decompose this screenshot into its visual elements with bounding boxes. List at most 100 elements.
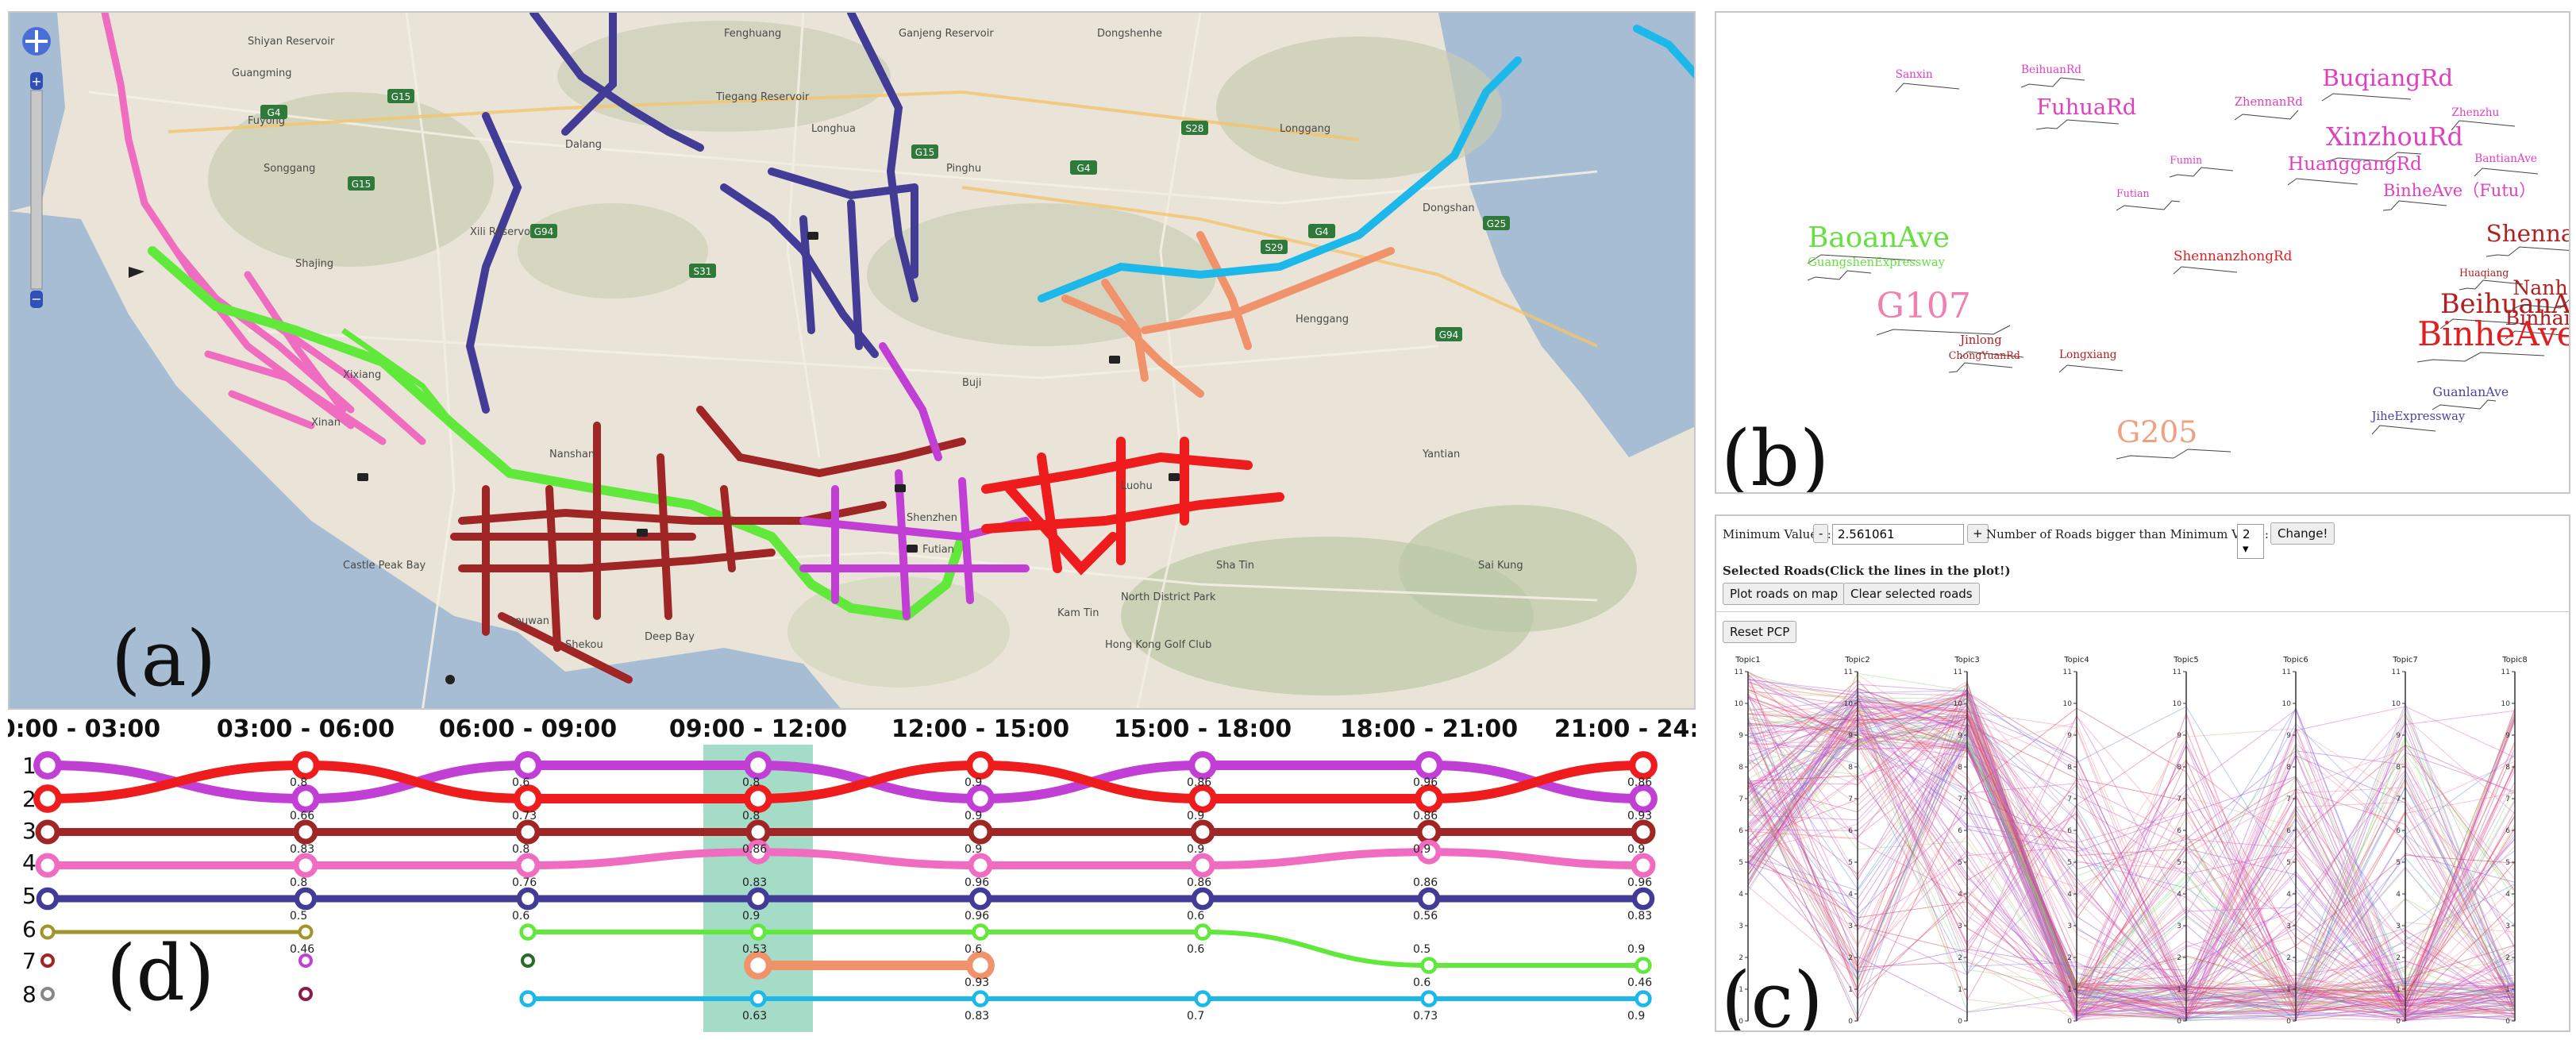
pcp-polyline[interactable]: [1747, 732, 2516, 1012]
pcp-polyline[interactable]: [1747, 717, 2516, 1019]
topic-node[interactable]: [1417, 887, 1441, 911]
pcp-polyline[interactable]: [1747, 684, 2516, 1021]
pcp-polyline[interactable]: [1747, 673, 2516, 1021]
topic-node[interactable]: [33, 751, 62, 780]
topic-node[interactable]: [966, 951, 995, 980]
topic-node[interactable]: [515, 819, 541, 845]
topic-node[interactable]: [1631, 853, 1656, 878]
topic-node[interactable]: [33, 784, 62, 813]
pcp-polyline[interactable]: [1747, 722, 2516, 1014]
topic-node[interactable]: [35, 819, 60, 845]
pcp-polyline[interactable]: [1747, 688, 2516, 996]
topic-node[interactable]: [519, 990, 537, 1007]
pcp-polyline[interactable]: [1747, 734, 2516, 948]
pcp-polyline[interactable]: [1747, 727, 2516, 992]
pcp-polyline[interactable]: [1747, 708, 2516, 1008]
pcp-polyline[interactable]: [1747, 704, 2516, 1019]
pcp-polyline[interactable]: [1747, 723, 2516, 1002]
topic-node[interactable]: [293, 819, 318, 845]
pcp-polyline[interactable]: [1747, 719, 2516, 997]
pcp-polyline[interactable]: [1747, 700, 2516, 1020]
pcp-polyline[interactable]: [1747, 722, 2516, 1011]
pcp-polyline[interactable]: [1747, 690, 2516, 1018]
pcp-polyline[interactable]: [1747, 718, 2516, 1016]
pcp-polyline[interactable]: [1747, 681, 2516, 1011]
pcp-polyline[interactable]: [1747, 723, 2516, 1007]
topic-node[interactable]: [1635, 990, 1652, 1007]
pcp-polyline[interactable]: [1747, 716, 2516, 1013]
pcp-polyline[interactable]: [1747, 718, 2516, 998]
pcp-polyline[interactable]: [1747, 703, 2516, 1019]
topic-node[interactable]: [1188, 784, 1217, 813]
pcp-polyline[interactable]: [1747, 701, 2516, 1007]
pcp-polyline[interactable]: [1747, 683, 2516, 1019]
topic-node[interactable]: [968, 887, 992, 911]
pcp-polyline[interactable]: [1747, 680, 2516, 1020]
pcp-polyline[interactable]: [1747, 695, 2516, 998]
pcp-polyline[interactable]: [1747, 709, 2516, 1021]
pcp-polyline[interactable]: [1747, 706, 2516, 1022]
pcp-polyline[interactable]: [1747, 688, 2516, 1005]
pcp-polyline[interactable]: [1747, 705, 2516, 999]
pcp-polyline[interactable]: [1747, 736, 2516, 976]
pcp-polyline[interactable]: [1747, 691, 2516, 1018]
topic-node[interactable]: [36, 887, 60, 911]
topic-node[interactable]: [749, 990, 767, 1007]
pcp-polyline[interactable]: [1747, 705, 2516, 1021]
pcp-polyline[interactable]: [1747, 742, 2516, 1017]
topic-node[interactable]: [972, 923, 989, 941]
pcp-polyline[interactable]: [1747, 692, 2516, 1011]
topic-node[interactable]: [514, 784, 542, 813]
pcp-polyline[interactable]: [1747, 709, 2516, 1011]
topic-node[interactable]: [745, 819, 771, 845]
topic-node[interactable]: [521, 953, 535, 968]
topic-node[interactable]: [1194, 923, 1211, 941]
pcp-polyline[interactable]: [1747, 721, 2516, 1011]
pcp-polyline[interactable]: [1747, 708, 2516, 1022]
pcp-polyline[interactable]: [1747, 700, 2516, 1018]
pcp-polyline[interactable]: [1747, 739, 2516, 1019]
pcp-polyline[interactable]: [1747, 712, 2516, 1020]
pcp-polyline[interactable]: [1747, 673, 2516, 1003]
pcp-polyline[interactable]: [1747, 703, 2516, 1015]
pcp-polyline[interactable]: [1747, 718, 2516, 1020]
topic-story-line[interactable]: [44, 848, 1647, 869]
pcp-polyline[interactable]: [1747, 707, 2516, 1019]
pcp-polyline[interactable]: [1747, 707, 2516, 1021]
topic-node[interactable]: [514, 751, 542, 780]
pcp-polyline[interactable]: [1747, 718, 2516, 1022]
pcp-polyline[interactable]: [1747, 695, 2516, 992]
topic-node[interactable]: [298, 953, 313, 968]
pcp-polyline[interactable]: [1747, 691, 2516, 994]
topic-node[interactable]: [1631, 887, 1655, 911]
pcp-polyline[interactable]: [1747, 684, 2516, 1015]
pcp-polyline[interactable]: [1747, 861, 2516, 1002]
pcp-polyline[interactable]: [1747, 671, 2516, 1003]
topic-node[interactable]: [749, 923, 767, 941]
topic-node[interactable]: [291, 784, 320, 813]
topic-node[interactable]: [291, 751, 320, 780]
topic-node[interactable]: [515, 853, 541, 878]
pcp-polyline[interactable]: [1747, 732, 2516, 986]
pcp-polyline[interactable]: [1747, 717, 2516, 1019]
pcp-polyline[interactable]: [1747, 795, 2516, 1012]
change-button[interactable]: Change!: [2270, 522, 2335, 545]
pcp-polyline[interactable]: [1747, 719, 2516, 1015]
topic-node[interactable]: [1190, 853, 1215, 878]
pcp-polyline[interactable]: [1747, 694, 2516, 1015]
pcp-polyline[interactable]: [1747, 699, 2516, 1019]
count-select[interactable]: 2 ▾: [2237, 524, 2264, 559]
pcp-polyline[interactable]: [1747, 708, 2516, 1006]
pcp-polyline[interactable]: [1747, 702, 2516, 1008]
pcp-polyline[interactable]: [1747, 697, 2516, 1005]
pcp-polyline[interactable]: [1747, 689, 2516, 1021]
pcp-polyline[interactable]: [1747, 696, 2516, 1021]
increment-button[interactable]: +: [1967, 524, 1989, 543]
pcp-polyline[interactable]: [1747, 683, 2516, 1015]
pcp-polyline[interactable]: [1747, 725, 2516, 1015]
pcp-polyline[interactable]: [1747, 714, 2516, 1012]
pcp-polyline[interactable]: [1747, 706, 2516, 1008]
pcp-polyline[interactable]: [1747, 716, 2516, 1011]
map-canvas[interactable]: + − Shenzhen Guangming Longhua Longgang Ganj…: [10, 13, 1696, 710]
map-zoom-control[interactable]: + −: [22, 27, 51, 308]
